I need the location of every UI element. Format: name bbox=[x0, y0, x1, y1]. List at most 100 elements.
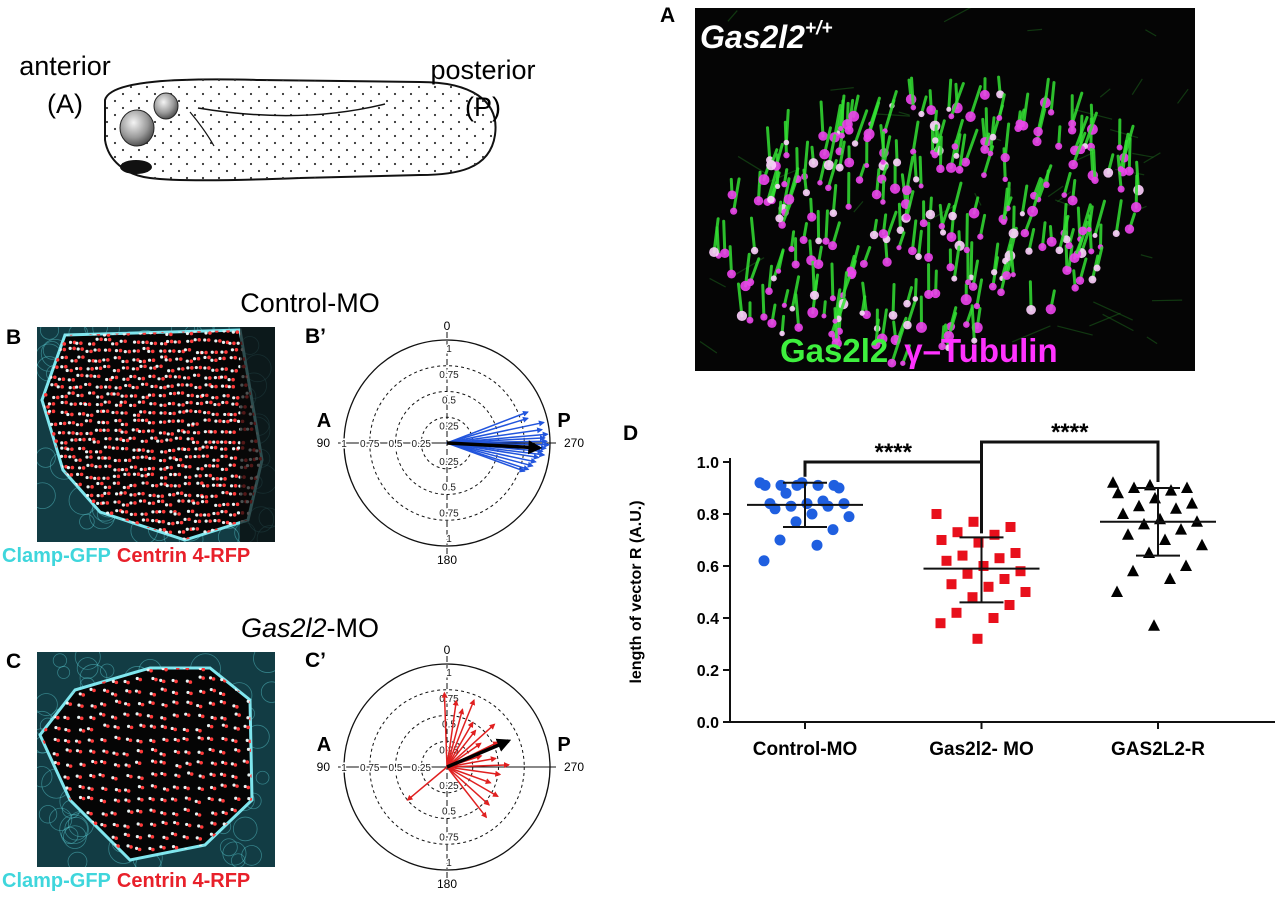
posterior-label: P bbox=[557, 734, 570, 756]
centriole-white bbox=[65, 701, 69, 705]
data-point bbox=[1133, 499, 1145, 512]
centriole-red bbox=[117, 468, 121, 472]
centriole-red bbox=[198, 837, 203, 841]
centriole-red bbox=[129, 725, 134, 730]
centriole-white bbox=[103, 723, 107, 727]
centriole-red bbox=[116, 844, 120, 848]
basal-body bbox=[783, 139, 790, 146]
centriole-red bbox=[189, 400, 193, 405]
y-tick-label: 0.0 bbox=[697, 715, 719, 732]
centriole-white bbox=[220, 384, 225, 388]
centriole-white bbox=[168, 411, 172, 416]
tissue-cell bbox=[59, 814, 89, 844]
centriole-red bbox=[155, 510, 159, 514]
basal-body bbox=[1093, 264, 1101, 272]
centriole-white bbox=[162, 787, 167, 791]
centriole-red bbox=[142, 359, 147, 364]
centriole-white bbox=[103, 491, 107, 495]
centriole-red bbox=[143, 467, 148, 472]
basal-body bbox=[825, 184, 832, 192]
centriole-white bbox=[165, 339, 170, 344]
basal-body bbox=[946, 263, 955, 272]
basal-body bbox=[1019, 211, 1025, 217]
centriole-white bbox=[229, 513, 233, 517]
basal-body bbox=[946, 232, 957, 242]
centriole-red bbox=[107, 385, 112, 389]
centriole-white bbox=[196, 494, 200, 498]
centriole-red bbox=[208, 519, 212, 523]
centriole-red bbox=[62, 342, 67, 346]
data-point bbox=[780, 487, 792, 499]
centriole-white bbox=[151, 484, 155, 488]
centriole-red bbox=[152, 725, 157, 729]
centriole-white bbox=[220, 454, 224, 458]
centriole-red bbox=[204, 495, 209, 499]
centriole-red bbox=[176, 750, 181, 755]
centriole-red bbox=[224, 350, 228, 354]
centriole-white bbox=[158, 528, 162, 532]
cilium bbox=[1127, 137, 1132, 173]
centriole-red bbox=[82, 763, 86, 768]
background-fiber bbox=[1151, 299, 1183, 302]
data-point bbox=[1138, 517, 1150, 530]
centriole-red bbox=[153, 760, 158, 764]
centriole-white bbox=[112, 481, 116, 485]
centriole-red bbox=[208, 473, 213, 478]
centriole-red bbox=[163, 725, 168, 730]
centriole-red bbox=[89, 811, 93, 816]
centriole-red bbox=[162, 458, 167, 463]
centriole-white bbox=[60, 355, 64, 360]
centriole-white bbox=[136, 809, 140, 813]
tissue-cell bbox=[79, 513, 95, 530]
centriole-white bbox=[203, 513, 207, 517]
basal-body bbox=[730, 207, 738, 215]
basal-body bbox=[1067, 195, 1078, 206]
centriole-white bbox=[211, 412, 215, 416]
data-point bbox=[994, 553, 1005, 564]
cilium bbox=[767, 264, 773, 293]
centriole-red bbox=[199, 760, 203, 765]
centriole-red bbox=[225, 502, 230, 507]
centriole-red bbox=[177, 484, 182, 488]
centriole-white bbox=[208, 701, 212, 705]
centriole-white bbox=[166, 384, 170, 388]
centriole-white bbox=[94, 359, 98, 363]
centriole-white bbox=[185, 679, 189, 683]
centriole-white bbox=[91, 759, 95, 764]
centriole-white bbox=[114, 492, 119, 496]
centriole-red bbox=[171, 448, 176, 453]
tissue-cell bbox=[219, 838, 238, 857]
centriole-red bbox=[233, 412, 237, 417]
data-point bbox=[978, 561, 989, 571]
centriole-red bbox=[162, 527, 167, 532]
cilium bbox=[853, 109, 869, 146]
centriole-red bbox=[152, 366, 157, 370]
tissue-cell bbox=[37, 693, 58, 716]
centriole-white bbox=[75, 472, 80, 476]
tissue-cell bbox=[241, 845, 262, 866]
cilium bbox=[890, 327, 905, 365]
centriole-red bbox=[102, 703, 107, 707]
centriole-red bbox=[222, 356, 226, 361]
cilium bbox=[1083, 111, 1098, 148]
data-point bbox=[1128, 481, 1140, 493]
centriole-red bbox=[172, 349, 176, 353]
basal-body bbox=[1065, 266, 1072, 272]
centriole-red bbox=[198, 728, 202, 733]
centriole-white bbox=[102, 749, 106, 753]
centriole-white bbox=[74, 739, 79, 743]
centriole-white bbox=[159, 476, 164, 480]
cilium bbox=[826, 159, 838, 190]
cilium bbox=[940, 202, 951, 228]
centriole-white bbox=[147, 421, 152, 425]
centriole-red bbox=[201, 668, 206, 672]
centriole-white bbox=[123, 349, 127, 354]
centriole-red bbox=[144, 512, 148, 516]
basal-body bbox=[960, 294, 972, 306]
panel-b: B Control-MO Clamp-GFP Centrin 4-RFP bbox=[2, 288, 380, 567]
basal-body bbox=[1047, 109, 1055, 116]
data-point bbox=[1004, 600, 1015, 610]
centriole-white bbox=[161, 668, 165, 671]
centriole-white bbox=[159, 845, 163, 849]
centriole-red bbox=[102, 760, 107, 765]
